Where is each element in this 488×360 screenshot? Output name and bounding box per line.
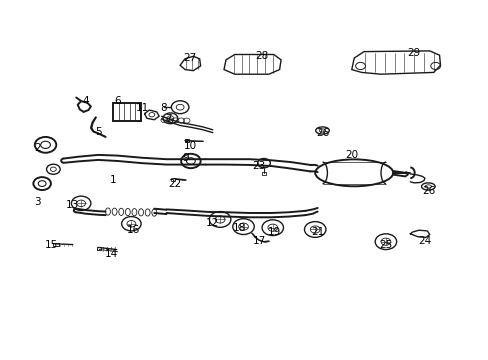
Bar [262, 172, 265, 175]
Bar [171, 178, 175, 181]
Text: 29: 29 [407, 48, 420, 58]
Text: 24: 24 [417, 236, 430, 246]
Text: 23: 23 [252, 161, 265, 171]
Text: 16: 16 [126, 225, 140, 235]
Text: 25: 25 [379, 239, 392, 249]
Text: 8: 8 [161, 103, 167, 113]
Text: 20: 20 [345, 150, 358, 160]
Text: 19: 19 [267, 227, 281, 237]
Text: 1: 1 [109, 175, 116, 185]
Text: 6: 6 [114, 96, 121, 106]
Text: 28: 28 [254, 51, 267, 61]
Bar [53, 243, 59, 246]
Text: 14: 14 [105, 248, 118, 258]
Text: 3: 3 [34, 197, 41, 207]
Text: 17: 17 [252, 236, 265, 246]
Bar [184, 139, 189, 142]
Text: 11: 11 [135, 103, 148, 113]
Text: 9: 9 [183, 153, 189, 163]
Text: 10: 10 [184, 141, 197, 151]
Text: 26: 26 [421, 186, 434, 196]
Bar [97, 247, 101, 250]
Text: 2: 2 [34, 143, 41, 153]
Text: 27: 27 [183, 53, 196, 63]
Text: 22: 22 [168, 179, 182, 189]
Text: 5: 5 [95, 127, 102, 136]
Text: 21: 21 [310, 227, 324, 237]
Text: 7: 7 [165, 114, 172, 124]
Text: 12: 12 [206, 218, 219, 228]
Text: 26: 26 [315, 129, 328, 138]
Text: 18: 18 [232, 224, 246, 233]
Bar [113, 103, 141, 121]
Text: 4: 4 [82, 96, 89, 106]
Text: 13: 13 [66, 200, 80, 210]
Text: 15: 15 [45, 239, 59, 249]
